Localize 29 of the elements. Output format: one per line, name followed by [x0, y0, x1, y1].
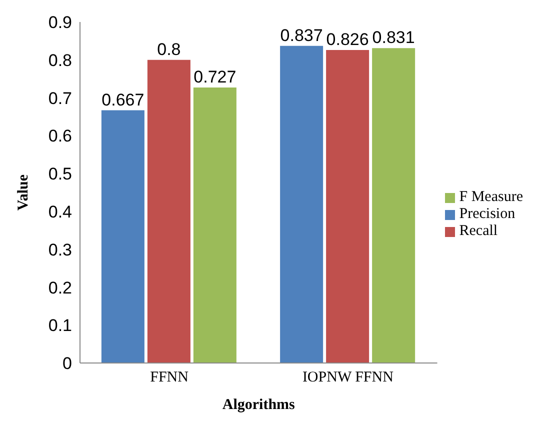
y-tick-label: 0.2 — [48, 278, 72, 298]
legend-label: Precision — [459, 206, 516, 222]
y-tick-label: 0.3 — [48, 240, 72, 260]
x-axis-title: Algorithms — [222, 397, 296, 413]
data-label: 0.8 — [157, 40, 181, 59]
y-tick-label: 0.9 — [48, 13, 72, 32]
data-label: 0.826 — [326, 30, 369, 50]
y-tick-label: 0.8 — [48, 50, 72, 70]
bar — [101, 110, 144, 363]
y-axis-title: Value — [15, 174, 32, 211]
bar — [372, 48, 416, 363]
bar — [280, 46, 324, 363]
y-tick-label: 0.5 — [48, 164, 72, 184]
data-label: 0.727 — [194, 68, 236, 87]
x-tick-label: IOPNW FFNN — [302, 370, 394, 386]
data-label: 0.837 — [280, 26, 323, 45]
legend-label: Recall — [459, 223, 498, 239]
y-tick-label: 0.7 — [48, 88, 72, 108]
bar — [147, 60, 190, 363]
data-label: 0.667 — [102, 90, 144, 110]
y-tick-label: 0.4 — [48, 202, 72, 222]
y-tick-label: 0.1 — [48, 316, 72, 336]
bar — [193, 88, 236, 363]
y-tick-label: 0.6 — [48, 126, 72, 146]
y-tick-label: 0 — [62, 354, 72, 374]
legend-label: F Measure — [459, 189, 523, 205]
x-tick-label: FFNN — [150, 370, 189, 386]
data-label: 0.831 — [372, 28, 415, 48]
bar — [326, 50, 370, 363]
